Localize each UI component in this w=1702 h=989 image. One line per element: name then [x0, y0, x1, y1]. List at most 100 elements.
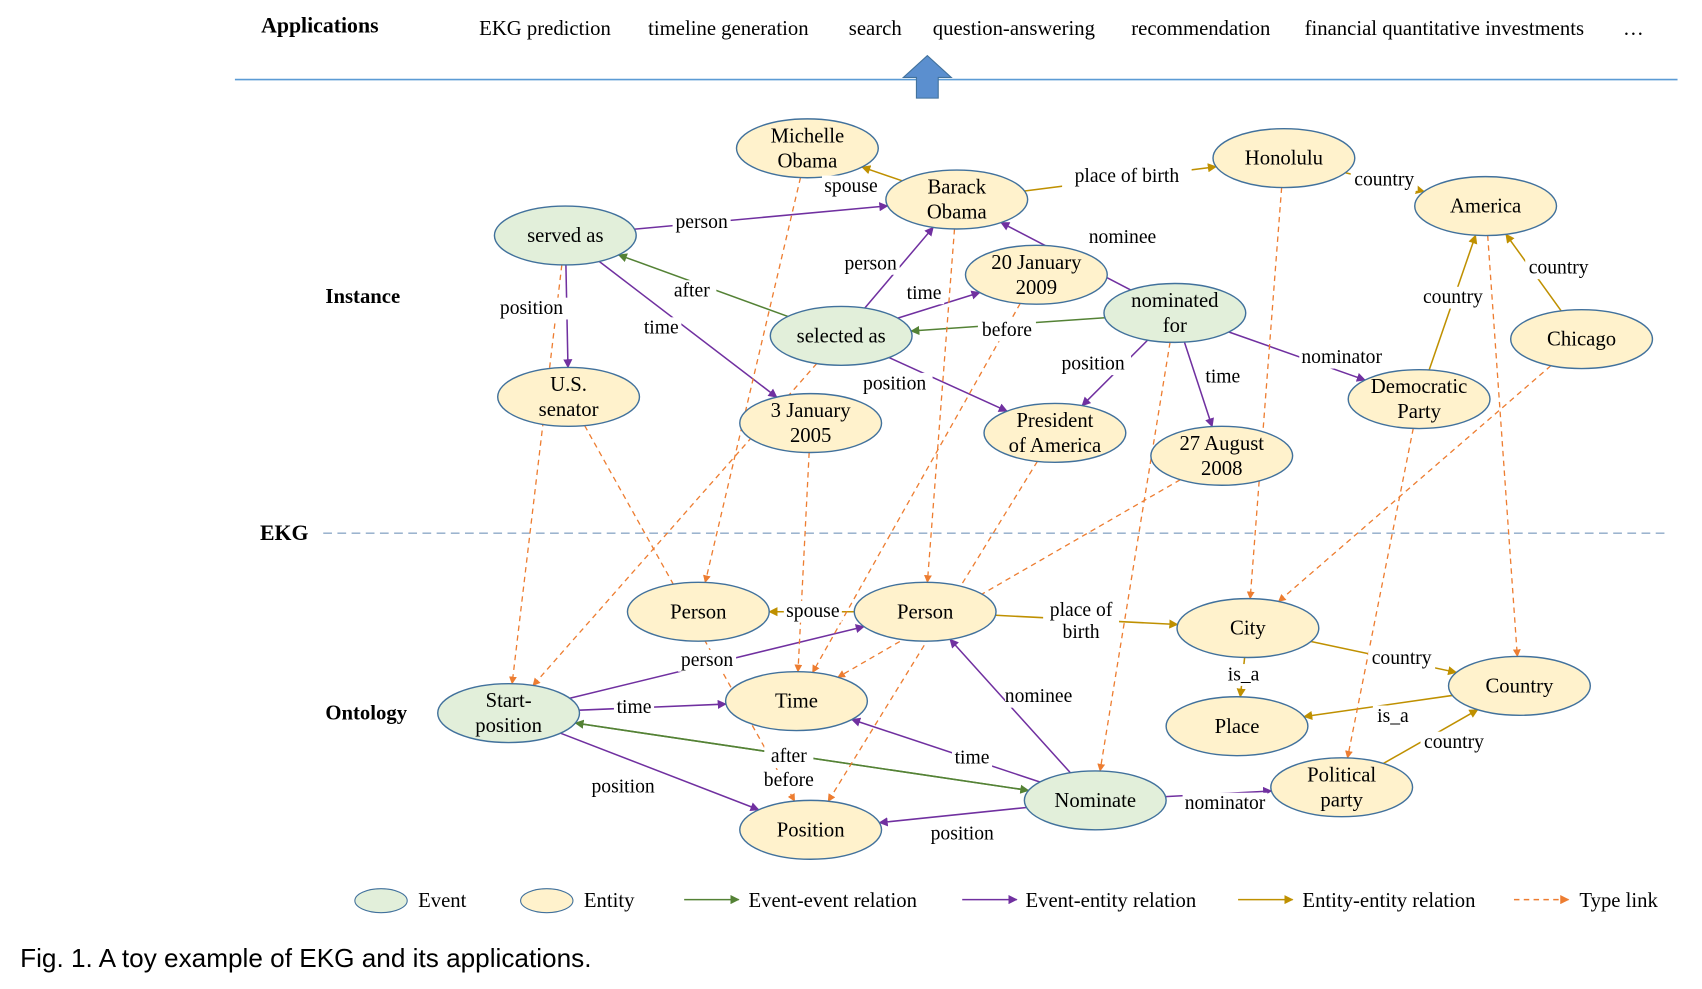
edge-label: position: [863, 373, 926, 394]
edge-label-bg: [585, 776, 662, 799]
application-item: financial quantitative investments: [1305, 18, 1584, 40]
node-entity-jan2005: 3 January 2005: [739, 392, 883, 454]
node-label: Obama: [927, 202, 987, 224]
edge-label: time: [907, 283, 942, 304]
node-label: Position: [777, 819, 846, 841]
node-entity-democratic: Democratic Party: [1347, 368, 1491, 430]
edge-event-entity: [1183, 341, 1214, 428]
application-item: EKG prediction: [479, 18, 611, 40]
edge-type-link: [1097, 342, 1171, 772]
edge-label-bg: [678, 649, 737, 672]
node-entity-jan2009: 20 January 2009: [964, 244, 1108, 305]
edge-label: before: [764, 770, 814, 791]
node-label: Michelle: [771, 125, 845, 147]
node-entity-honolulu: Honolulu: [1212, 127, 1356, 189]
edge-label: nominee: [1005, 686, 1073, 707]
edge-label: person: [844, 253, 896, 274]
legend-entity-icon: [520, 888, 574, 914]
edge-label: country: [1354, 169, 1414, 190]
edge-label: country: [1372, 648, 1432, 669]
edge-labels: spouse person place of birth country nominee…: [493, 165, 1593, 846]
edge-label-bg: [613, 696, 655, 719]
edge-label: time: [644, 318, 679, 339]
layer-label-ontology: Ontology: [325, 703, 407, 725]
edge-label: country: [1423, 287, 1483, 308]
edge-event-entity: [598, 260, 778, 398]
edge-label: place of birth: [1075, 166, 1180, 187]
node-entity-america: America: [1414, 175, 1558, 237]
node-entity-city: City: [1176, 597, 1320, 659]
edge-label: time: [617, 697, 652, 718]
edge-label: time: [955, 747, 990, 768]
node-entity-place: Place: [1165, 696, 1309, 757]
node-event-served: served as: [493, 205, 637, 266]
edge-label-bg: [1299, 346, 1385, 369]
node-label: party: [1320, 789, 1363, 811]
up-arrow-icon: [901, 54, 953, 99]
edge-event-entity: [888, 356, 1008, 412]
node-label: Person: [897, 601, 954, 623]
edge-entity-entity: [861, 165, 903, 182]
edge-type-link: [1345, 428, 1414, 759]
legend-label: Event: [418, 890, 467, 912]
edge-label: position: [1061, 354, 1124, 375]
edge-label: person: [675, 212, 727, 233]
edge-label-bg: [493, 297, 570, 320]
layer-label-instance: Instance: [325, 286, 400, 308]
node-label: 2005: [790, 425, 831, 447]
node-event-nominate: Nominate: [1023, 770, 1167, 831]
edge-label: time: [1205, 367, 1240, 388]
node-entity-position: Position: [739, 799, 883, 860]
edge-label: spouse: [824, 176, 878, 197]
edge-label: before: [982, 320, 1032, 341]
nodes: MichelleObamaBarackObamaHonoluluAmericas…: [437, 118, 1654, 860]
node-label: Political: [1307, 764, 1376, 786]
node-label: Chicago: [1547, 329, 1616, 351]
node-event-selected: selected as: [769, 305, 913, 366]
node-label: selected as: [797, 325, 886, 347]
legend-event-icon: [354, 888, 408, 914]
edge-label: position: [931, 824, 994, 845]
edge-event-entity: [850, 717, 1041, 783]
edge-type-link: [812, 303, 1021, 674]
node-label: 2009: [1016, 277, 1057, 299]
edge-label-bg: [759, 769, 818, 792]
edge-label-bg: [924, 823, 1001, 846]
edge-label: position: [500, 298, 563, 319]
node-label: Person: [670, 601, 727, 623]
edge-label-bg: [1368, 647, 1436, 670]
node-entity-person1: Person: [626, 581, 770, 642]
edge-type-link: [924, 228, 956, 584]
node-label: for: [1163, 315, 1187, 337]
node-entity-time: Time: [724, 670, 869, 732]
node-entity-senator: U.S. senator: [496, 366, 641, 428]
node-label: senator: [539, 399, 599, 421]
edge-label-bg: [1419, 286, 1487, 309]
edge-type-link: [1277, 365, 1552, 603]
edge-label: nominee: [1089, 227, 1157, 248]
edge-type-link: [703, 177, 802, 584]
node-label: 2008: [1201, 458, 1242, 480]
node-label: nominated: [1131, 290, 1219, 312]
edge-label-bg: [1062, 165, 1192, 188]
edge-label-bg: [1005, 685, 1073, 708]
edge-event-entity: [878, 806, 1027, 827]
edge-label: place of birth: [1050, 600, 1113, 643]
edge-label: position: [592, 777, 655, 798]
node-entity-political: Political party: [1270, 757, 1414, 818]
node-label: City: [1230, 618, 1266, 640]
edge-type-link: [509, 264, 563, 685]
node-label: Nominate: [1054, 790, 1136, 812]
node-label: 3 January: [771, 400, 852, 422]
edge-type-link: [1487, 235, 1521, 658]
edge-event-entity: [1228, 331, 1366, 382]
edge-event-entity: [634, 202, 889, 230]
edge-type-link: [794, 452, 810, 673]
edge-label-bg: [903, 282, 945, 305]
legend-label: Entity: [584, 890, 635, 912]
application-item: timeline generation: [648, 18, 809, 40]
node-label: 27 August: [1179, 433, 1264, 455]
application-item: search: [849, 18, 903, 40]
edge-label-bg: [1525, 257, 1593, 280]
edge-event-entity: [897, 290, 981, 319]
